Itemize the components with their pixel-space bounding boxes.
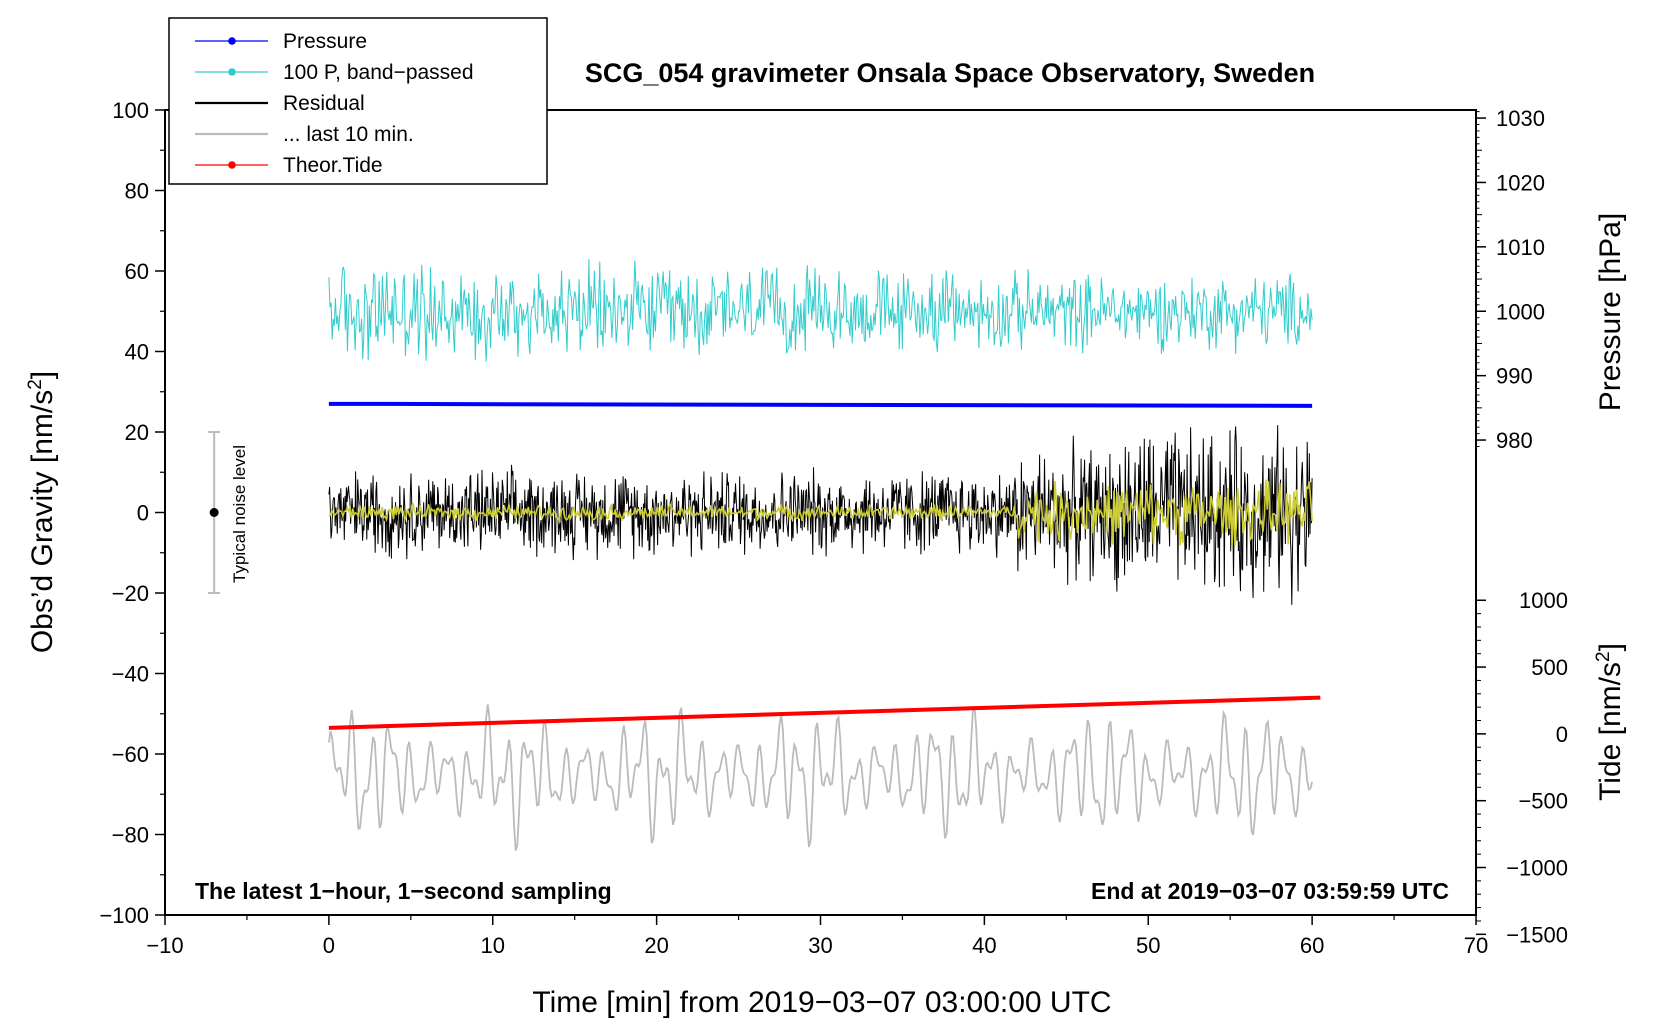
pressure-tick-label: 1010 <box>1496 235 1545 260</box>
pressure-tick-label: 1020 <box>1496 170 1545 195</box>
series-residual-smoothed <box>328 479 1313 546</box>
x-tick-label: −10 <box>146 933 183 958</box>
y-tick-label: −100 <box>99 903 149 928</box>
legend: Pressure 100 P, band−passed Residual ... la… <box>195 30 474 177</box>
series-bandpassed-pressure <box>328 259 1313 362</box>
x-tick-label: 30 <box>808 933 832 958</box>
series-layer <box>328 259 1321 851</box>
legend-marker <box>228 37 236 45</box>
series-pressure <box>328 401 1313 408</box>
y-tick-label: 20 <box>125 420 149 445</box>
tide-tick-label: −500 <box>1518 789 1568 814</box>
pressure-tick-label: 1030 <box>1496 106 1545 131</box>
legend-label: Residual <box>283 92 365 115</box>
x-tick-label: 20 <box>644 933 668 958</box>
note-left: The latest 1−hour, 1−second sampling <box>195 878 612 904</box>
tide-tick-label: −1500 <box>1506 922 1568 947</box>
y-axis-gravity: 100 80 60 40 20 0 −20 −40 −60 −80 −100 <box>99 98 165 928</box>
x-tick-label: 0 <box>323 933 335 958</box>
y-tick-label: 40 <box>125 340 149 365</box>
legend-label: 100 P, band−passed <box>283 61 474 84</box>
legend-box <box>168 17 548 185</box>
legend-label: Theor.Tide <box>283 154 383 177</box>
noise-indicator <box>208 431 221 594</box>
pressure-tick-label: 1000 <box>1496 299 1545 324</box>
y-tick-label: −60 <box>112 742 149 767</box>
y-tick-label: 100 <box>112 98 149 123</box>
note-right: End at 2019−03−07 03:59:59 UTC <box>1091 878 1449 904</box>
y-tick-label: 0 <box>137 501 149 526</box>
y-tick-label: −80 <box>112 823 149 848</box>
x-tick-label: 70 <box>1464 933 1488 958</box>
legend-label: ... last 10 min. <box>283 123 414 146</box>
y-axis-title-gravity: Obs’d Gravity [nm/s2] <box>25 371 59 653</box>
legend-label: Pressure <box>283 30 367 53</box>
tide-tick-label: 1000 <box>1519 588 1568 613</box>
y-axis-title-tide: Tide [nm/s2] <box>1593 643 1627 801</box>
y-tick-label: 80 <box>125 179 149 204</box>
tide-tick-label: 500 <box>1531 655 1568 680</box>
y-tick-label: −20 <box>112 581 149 606</box>
y-axis-title-pressure: Pressure [hPa] <box>1594 213 1627 411</box>
chart-title: SCG_054 gravimeter Onsala Space Observat… <box>585 58 1315 88</box>
series-theoretical-tide <box>328 695 1321 730</box>
legend-marker <box>228 161 236 169</box>
x-tick-label: 60 <box>1300 933 1324 958</box>
tide-tick-label: 0 <box>1556 722 1568 747</box>
pressure-tick-label: 980 <box>1496 428 1533 453</box>
noise-label: Typical noise level <box>230 445 249 583</box>
series-residual <box>328 425 1313 605</box>
x-tick-label: 50 <box>1136 933 1160 958</box>
legend-marker <box>228 68 236 76</box>
tide-tick-label: −1000 <box>1506 856 1568 881</box>
y-axis-tide: 1000 500 0 −500 −1000 −1500 <box>1476 588 1568 947</box>
y-tick-label: −40 <box>112 662 149 687</box>
x-tick-label: 10 <box>481 933 505 958</box>
x-axis: −10 0 10 20 30 40 50 60 70 <box>146 915 1488 958</box>
y-axis-pressure: 1030 1020 1010 1000 990 980 <box>1476 106 1545 453</box>
noise-center-dot <box>209 508 219 517</box>
y-tick-label: 60 <box>125 259 149 284</box>
x-axis-title: Time [min] from 2019−03−07 03:00:00 UTC <box>532 986 1111 1019</box>
pressure-tick-label: 990 <box>1496 364 1533 389</box>
x-tick-label: 40 <box>972 933 996 958</box>
series-last-10-min <box>328 704 1313 851</box>
